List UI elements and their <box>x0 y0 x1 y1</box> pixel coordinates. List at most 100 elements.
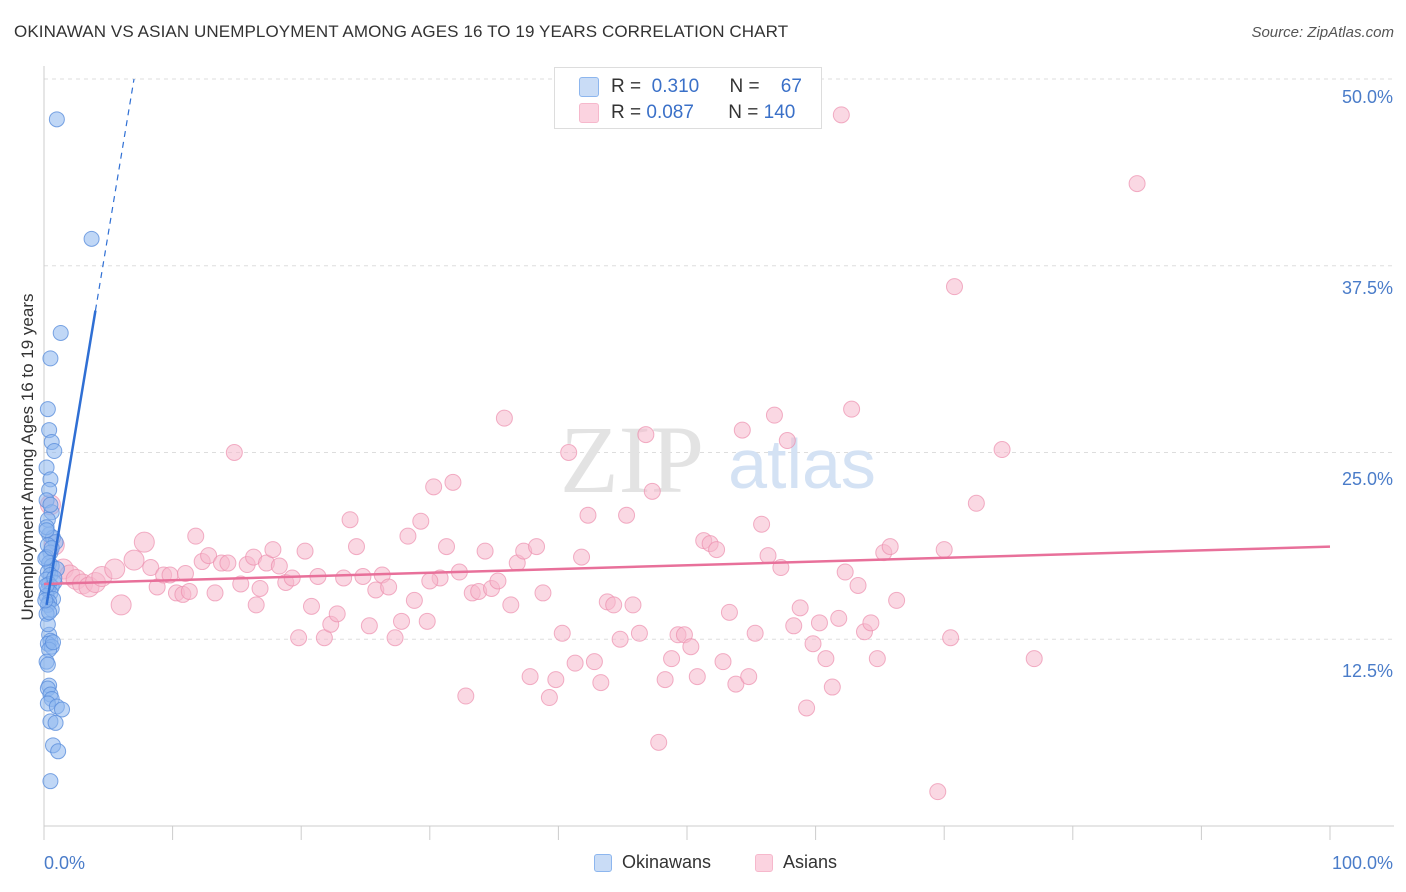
asian-point <box>624 596 642 614</box>
asian-point <box>765 406 783 424</box>
asian-point <box>753 515 771 533</box>
asian-point <box>778 432 796 450</box>
y-tick-label-25: 25.0% <box>1342 469 1393 489</box>
asian-point <box>123 549 145 571</box>
asian-point <box>746 624 764 642</box>
asian-point <box>1128 175 1146 193</box>
okinawan-trend-line <box>45 310 97 606</box>
tick-labels: 0.0% 100.0% 12.5% 25.0% 37.5% 50.0% <box>44 87 1393 873</box>
n-label: N = <box>728 102 759 123</box>
asian-point <box>142 559 160 577</box>
asian-point <box>489 572 507 590</box>
asian-point <box>438 538 456 556</box>
okinawan-trend-extension <box>94 78 135 311</box>
asian-point <box>380 578 398 596</box>
axes <box>43 66 1394 840</box>
asian-point <box>823 678 841 696</box>
okinawan-point <box>54 701 71 718</box>
asian-point <box>579 506 597 524</box>
asian-point <box>798 699 816 717</box>
asian-point <box>836 563 854 581</box>
asian-point <box>187 527 205 545</box>
asian-point <box>605 596 623 614</box>
asians-legend-swatch <box>755 853 773 872</box>
asian-point <box>219 554 237 572</box>
asian-point <box>495 409 513 427</box>
asian-point <box>585 653 603 671</box>
asian-point <box>347 538 365 556</box>
asian-point <box>547 671 565 689</box>
legend-item-okinawans[interactable]: Okinawans <box>594 852 711 873</box>
asians-swatch <box>579 103 599 123</box>
asian-point <box>791 599 809 617</box>
asian-point <box>476 542 494 560</box>
asian-point <box>206 584 224 602</box>
asian-point <box>354 568 372 586</box>
asian-point <box>521 668 539 686</box>
asian-point <box>618 506 636 524</box>
okinawan-point <box>42 496 59 513</box>
asian-point <box>421 572 439 590</box>
asian-point <box>1025 650 1043 668</box>
asian-point <box>540 689 558 707</box>
asian-point <box>335 569 353 587</box>
asian-point <box>708 541 726 559</box>
watermark-atlas: atlas <box>728 425 876 503</box>
asian-point <box>457 687 475 705</box>
stats-legend: R = 0.310 N = 67 R = 0.087 N = 140 <box>554 67 822 129</box>
asian-point <box>733 421 751 439</box>
asian-point <box>247 596 265 614</box>
asian-point <box>418 612 436 630</box>
asian-point <box>643 482 661 500</box>
asian-point <box>386 629 404 647</box>
asian-point <box>133 531 155 553</box>
y-axis-label: Unemployment Among Ages 16 to 19 years <box>18 293 37 621</box>
asian-point <box>360 617 378 635</box>
y-tick-label-37-5: 37.5% <box>1342 278 1393 298</box>
asian-point <box>296 542 314 560</box>
asian-point <box>270 557 288 575</box>
asian-point <box>727 675 745 693</box>
okinawan-point <box>52 324 69 341</box>
okinawan-point <box>47 714 64 731</box>
n-label: N = <box>729 76 760 97</box>
asian-point <box>341 511 359 529</box>
asian-point <box>993 441 1011 459</box>
asian-point <box>785 617 803 635</box>
asian-point <box>810 614 828 632</box>
trend-lines <box>43 78 1331 606</box>
asian-point <box>929 783 947 801</box>
asian-point <box>176 565 194 583</box>
asian-point <box>740 668 758 686</box>
asian-point <box>849 576 867 594</box>
okinawan-point <box>39 401 56 418</box>
asian-point <box>611 630 629 648</box>
asian-point <box>553 624 571 642</box>
asian-point <box>573 548 591 566</box>
okinawan-point <box>39 656 56 673</box>
asian-point <box>656 671 674 689</box>
n-value-asians: 140 <box>763 102 796 123</box>
r-label: R = <box>611 76 642 97</box>
asian-point <box>804 635 822 653</box>
asian-point <box>425 478 443 496</box>
asian-point <box>399 527 417 545</box>
asian-point <box>967 494 985 512</box>
okinawan-point <box>42 773 59 790</box>
legend-label-asians: Asians <box>783 852 838 872</box>
asian-point <box>714 653 732 671</box>
asian-point <box>393 612 411 630</box>
asian-trend-line <box>43 545 1331 586</box>
n-value-okinawans: 67 <box>780 76 802 97</box>
asian-point <box>302 597 320 615</box>
asian-point <box>759 547 777 565</box>
asian-point <box>412 512 430 530</box>
legend-item-asians[interactable]: Asians <box>755 852 837 873</box>
asian-point <box>264 541 282 559</box>
okinawan-point <box>83 230 100 247</box>
asian-point <box>682 638 700 656</box>
asian-point <box>688 668 706 686</box>
x-tick-label-0: 0.0% <box>44 853 85 873</box>
asian-point <box>328 605 346 623</box>
